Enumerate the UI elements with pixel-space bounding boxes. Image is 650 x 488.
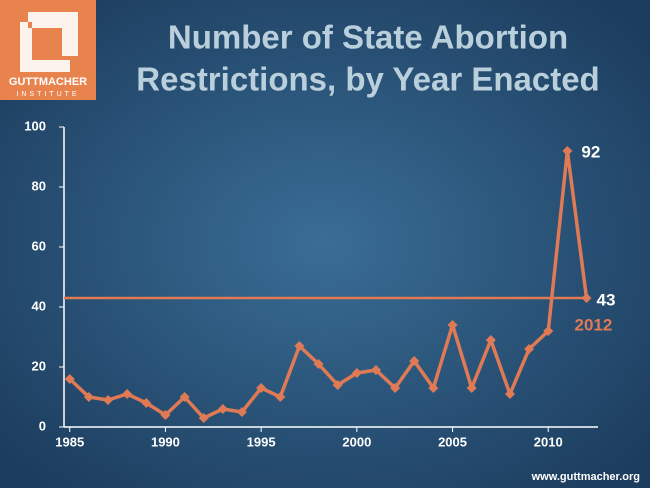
data-point <box>103 395 114 405</box>
data-point <box>160 410 171 420</box>
data-point <box>141 398 152 408</box>
x-tick-label: 1985 <box>55 434 84 449</box>
data-point <box>275 392 286 402</box>
chart-title: Number of State Abortion <box>168 19 568 56</box>
data-point <box>332 380 343 390</box>
data-point <box>294 341 305 351</box>
data-point <box>64 374 75 384</box>
data-point <box>562 146 573 156</box>
data-point <box>524 344 535 354</box>
data-point <box>447 320 458 330</box>
x-tick-label: 1990 <box>151 434 180 449</box>
x-tick-label: 1995 <box>247 434 276 449</box>
y-tick-label: 100 <box>24 118 46 133</box>
y-tick-label: 80 <box>32 178 46 193</box>
data-point <box>409 356 420 366</box>
y-tick-label: 40 <box>32 298 46 313</box>
data-point <box>390 383 401 393</box>
data-point <box>485 335 496 345</box>
chart-title: Restrictions, by Year Enacted <box>136 61 599 98</box>
data-point <box>217 404 228 414</box>
logo-sub: INSTITUTE <box>16 91 79 98</box>
data-point <box>370 365 381 375</box>
data-point <box>198 413 209 423</box>
x-tick-label: 2000 <box>342 434 371 449</box>
y-tick-label: 20 <box>32 358 46 373</box>
data-point <box>256 383 267 393</box>
data-point <box>581 293 592 303</box>
data-point <box>179 392 190 402</box>
data-point <box>122 389 133 399</box>
data-point <box>237 407 247 417</box>
data-point <box>543 326 554 336</box>
footer: www.guttmacher.org <box>531 471 640 483</box>
x-tick-label: 2005 <box>438 434 467 449</box>
logo-name: GUTTMACHER <box>9 76 87 88</box>
data-point <box>504 389 515 399</box>
data-line <box>68 149 589 420</box>
data-point <box>351 368 362 378</box>
data-point <box>313 359 324 369</box>
x-tick-label: 2010 <box>534 434 563 449</box>
y-tick-label: 60 <box>32 238 46 253</box>
data-label: 43 <box>597 290 616 309</box>
y-tick-label: 0 <box>39 418 46 433</box>
data-label: 2012 <box>575 315 613 334</box>
data-label: 92 <box>581 142 600 161</box>
data-point <box>466 383 477 393</box>
data-point <box>83 392 94 402</box>
data-point <box>428 383 439 393</box>
logo-mark <box>20 12 78 72</box>
